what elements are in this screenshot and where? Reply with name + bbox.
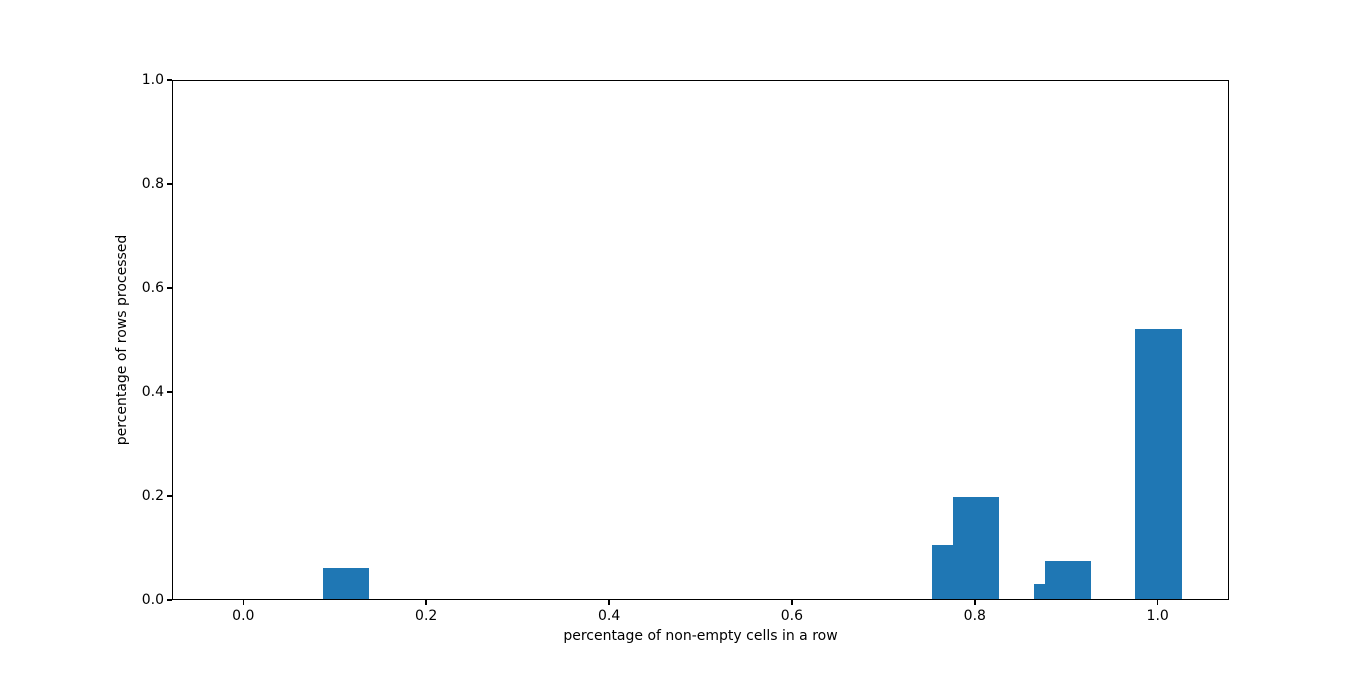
x-tick-mark <box>425 600 427 605</box>
histogram-bar <box>952 497 1000 599</box>
y-tick-mark <box>167 79 172 81</box>
y-tick-label: 1.0 <box>141 72 164 88</box>
x-tick-mark <box>608 600 610 605</box>
y-tick-label: 0.4 <box>141 384 164 400</box>
x-tick-label: 0.6 <box>780 608 804 624</box>
y-tick-label: 0.6 <box>141 280 164 296</box>
y-tick-label: 0.8 <box>141 176 164 192</box>
y-tick-label: 0.2 <box>141 488 164 504</box>
y-tick-mark <box>167 391 172 393</box>
x-tick-label: 0.0 <box>232 608 255 624</box>
x-tick-mark <box>1156 600 1159 605</box>
histogram-bar <box>322 568 370 599</box>
x-tick-label: 1.0 <box>1146 608 1169 624</box>
y-tick-mark <box>167 183 172 185</box>
y-tick-mark <box>167 495 172 497</box>
plot-area <box>172 80 1229 600</box>
y-axis-label: percentage of rows processed <box>114 234 130 446</box>
y-tick-mark <box>167 287 172 289</box>
x-tick-label: 0.4 <box>597 608 621 624</box>
bars-layer <box>173 81 1228 599</box>
x-tick-mark <box>974 600 976 605</box>
y-tick-label: 0.0 <box>141 592 164 608</box>
x-tick-mark <box>791 600 793 605</box>
x-axis-label: percentage of non-empty cells in a row <box>563 628 838 644</box>
y-tick-mark <box>167 599 172 601</box>
x-tick-label: 0.2 <box>415 608 438 624</box>
x-tick-label: 0.8 <box>963 608 986 624</box>
x-tick-mark <box>242 600 245 605</box>
histogram-bar <box>1044 561 1092 599</box>
histogram-bar <box>1135 329 1182 599</box>
